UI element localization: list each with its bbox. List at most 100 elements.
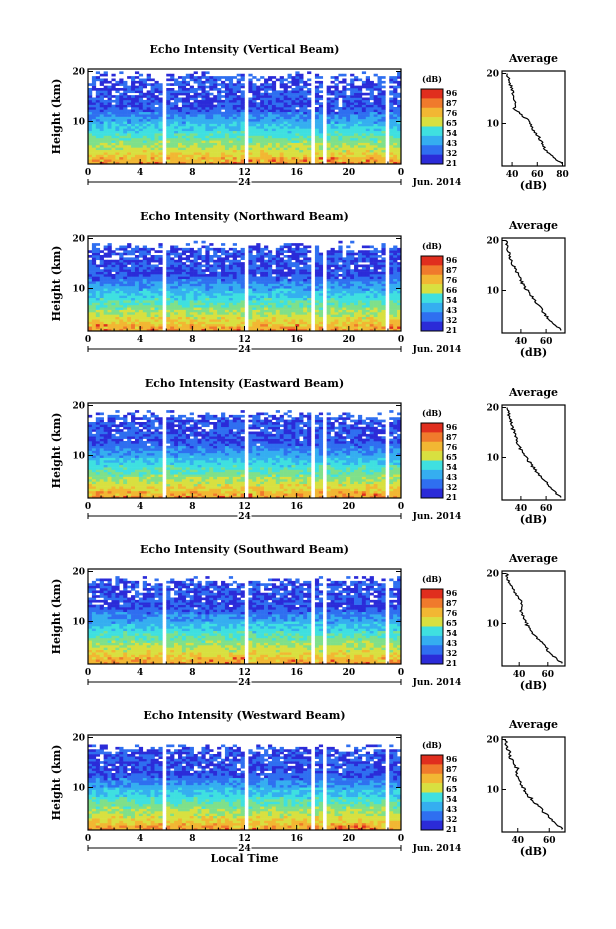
heatmap-cell: [91, 262, 97, 265]
heatmap-cell: [189, 302, 194, 306]
heatmap-cell: [346, 126, 351, 129]
heatmap-cell: [342, 137, 347, 141]
heatmap-cell: [326, 97, 331, 101]
heatmap-cell: [119, 142, 124, 146]
heatmap-cell: [197, 326, 202, 329]
heatmap-cell: [111, 128, 116, 132]
heatmap-cell: [131, 85, 136, 89]
heatmap-cell: [146, 262, 151, 265]
heatmap-cell: [389, 147, 394, 151]
heatmap-cell: [95, 257, 101, 261]
heatmap-cell: [103, 123, 108, 127]
heatmap-cell: [205, 314, 210, 318]
heatmap-cell: [260, 104, 265, 108]
heatmap-cell: [197, 283, 202, 287]
heatmap-cell: [260, 161, 265, 165]
heatmap-cell: [334, 269, 339, 272]
heatmap-cell: [177, 99, 183, 103]
heatmap-cell: [275, 323, 281, 327]
heatmap-cell: [248, 250, 253, 253]
heatmap-cell: [228, 128, 234, 132]
heatmap-cell: [134, 114, 140, 117]
heatmap-cell: [330, 107, 335, 110]
heatmap-cell: [377, 149, 382, 153]
heatmap-cell: [373, 130, 378, 134]
heatmap-cell: [221, 121, 226, 124]
heatmap-cell: [185, 266, 191, 270]
heatmap-cell: [346, 269, 351, 272]
heatmap-cell: [213, 269, 218, 272]
heatmap-cell: [299, 288, 304, 291]
heatmap-cell: [357, 88, 363, 91]
heatmap-cell: [150, 259, 155, 263]
heatmap-cell: [350, 116, 355, 120]
heatmap-cell: [260, 290, 265, 294]
heatmap-cell: [150, 266, 155, 270]
heatmap-cell: [95, 250, 101, 253]
heatmap-cell: [150, 111, 155, 115]
heatmap-cell: [185, 323, 191, 327]
heatmap-cell: [111, 142, 116, 146]
heatmap-cell: [365, 80, 370, 84]
colorbar-tick-label: 87: [446, 98, 457, 108]
heatmap-cell: [295, 316, 300, 320]
heatmap-cell: [181, 76, 187, 79]
heatmap-cell: [142, 154, 147, 158]
heatmap-cell: [131, 274, 136, 277]
heatmap-cell: [174, 252, 179, 256]
heatmap-cell: [369, 328, 374, 332]
heatmap-cell: [314, 123, 320, 127]
heatmap-cell: [185, 130, 191, 134]
heatmap-cell: [377, 161, 382, 165]
heatmap-cell: [271, 104, 277, 108]
heatmap-cell: [330, 111, 335, 115]
heatmap-cell: [138, 319, 144, 322]
heatmap-cell: [115, 137, 120, 141]
heatmap-cell: [334, 85, 339, 89]
heatmap-cell: [127, 147, 132, 151]
heatmap-cell: [354, 328, 359, 332]
heatmap-cell: [232, 88, 237, 91]
heatmap-cell: [357, 118, 363, 122]
heatmap-cell: [369, 142, 374, 146]
heatmap-cell: [350, 300, 355, 303]
heatmap-cell: [107, 95, 112, 98]
heatmap-cell: [95, 290, 101, 294]
heatmap-cell: [185, 118, 191, 122]
heatmap-cell: [334, 302, 339, 306]
heatmap-cell: [142, 83, 147, 86]
heatmap-cell: [217, 126, 222, 129]
heatmap-cell: [236, 114, 241, 117]
heatmap-cell: [264, 295, 269, 299]
heatmap-cell: [267, 97, 273, 101]
heatmap-cell: [177, 114, 183, 117]
heatmap-cell: [236, 147, 241, 151]
heatmap-cell: [181, 121, 187, 124]
heatmap-cell: [267, 250, 273, 253]
heatmap-cell: [221, 328, 226, 332]
heatmap-cell: [181, 130, 187, 134]
heatmap-cell: [138, 92, 144, 96]
heatmap-cell: [350, 118, 355, 122]
heatmap-cell: [350, 314, 355, 318]
heatmap-cell: [127, 295, 132, 299]
heatmap-cell: [189, 137, 194, 141]
heatmap-cell: [248, 102, 253, 105]
heatmap-cell: [240, 145, 245, 148]
heatmap-cell: [248, 288, 253, 291]
heatmap-cell: [299, 161, 304, 165]
heatmap-cell: [107, 104, 112, 108]
heatmap-cell: [197, 85, 202, 89]
heatmap-cell: [154, 152, 159, 155]
heatmap-cell: [213, 133, 218, 136]
heatmap-cell: [150, 304, 155, 308]
heatmap-cell: [291, 323, 296, 327]
heatmap-cell: [170, 97, 175, 101]
heatmap-cell: [127, 116, 132, 120]
heatmap-cell: [95, 126, 101, 129]
heatmap-cell: [307, 128, 312, 132]
heatmap-cell: [177, 321, 183, 325]
heatmap-cell: [318, 321, 324, 325]
heatmap-cell: [338, 247, 343, 251]
heatmap-cell: [279, 137, 284, 141]
